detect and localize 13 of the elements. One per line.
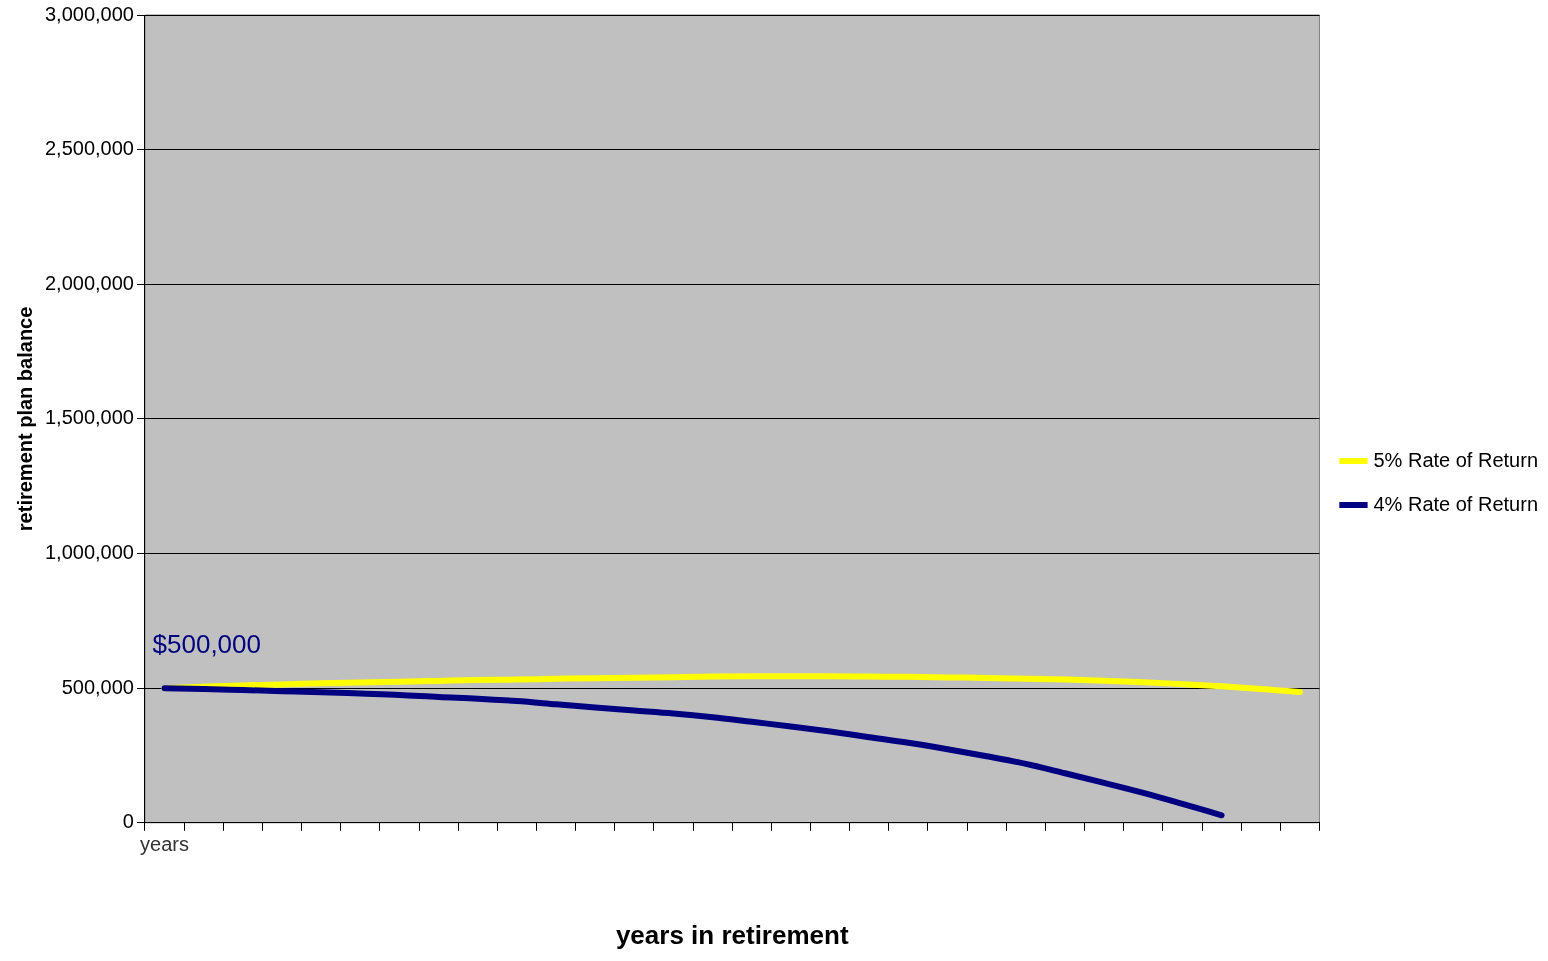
y-tick-label: 1,000,000 xyxy=(44,541,134,564)
legend-label: 4% Rate of Return xyxy=(1373,492,1538,515)
y-tick-label: 3,000,000 xyxy=(44,2,134,25)
y-tick-label: 500,000 xyxy=(61,675,134,698)
legend-label: 5% Rate of Return xyxy=(1373,448,1538,471)
y-axis-title: retirement plan balance xyxy=(13,306,36,532)
y-tick-label: 2,500,000 xyxy=(44,137,134,160)
y-tick-label: 1,500,000 xyxy=(44,406,134,429)
y-tick-label: 0 xyxy=(122,810,134,833)
y-tick-label: 2,000,000 xyxy=(44,271,134,294)
x-axis-title: years in retirement xyxy=(615,919,849,950)
annotation: $500,000 xyxy=(152,629,261,660)
x-tick-label: years xyxy=(140,833,189,856)
